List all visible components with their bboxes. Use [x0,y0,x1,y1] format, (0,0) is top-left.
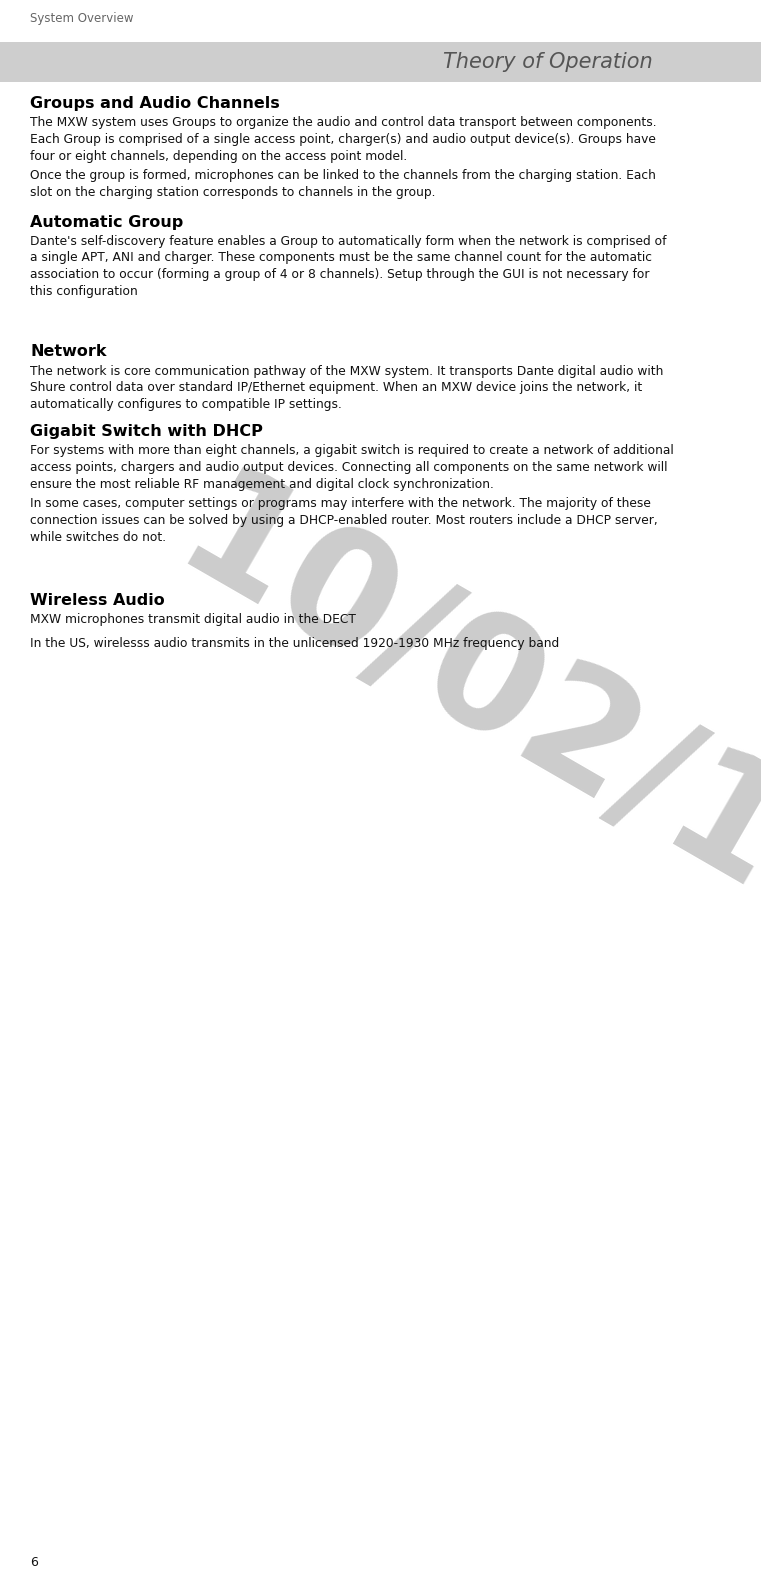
Bar [0,41,761,83]
Text: MXW microphones transmit digital audio in the DECT: MXW microphones transmit digital audio i… [30,613,356,625]
Text: In the US, wirelesss audio transmits in the unlicensed 1920-1930 MHz frequency b: In the US, wirelesss audio transmits in … [30,638,559,651]
Text: In some cases, computer settings or programs may interfere with the network. The: In some cases, computer settings or prog… [30,497,658,544]
Text: Once the group is formed, microphones can be linked to the channels from the cha: Once the group is formed, microphones ca… [30,170,656,200]
Text: Network: Network [30,344,107,360]
Text: For systems with more than eight channels, a gigabit switch is required to creat: For systems with more than eight channel… [30,444,673,490]
Text: Dante's self-discovery feature enables a Group to automatically form when the ne: Dante's self-discovery feature enables a… [30,235,667,298]
Text: 10/02/12: 10/02/12 [152,457,761,982]
Text: Theory of Operation: Theory of Operation [443,52,653,71]
Text: Groups and Audio Channels: Groups and Audio Channels [30,95,280,111]
Text: 6: 6 [30,1555,38,1570]
Text: Gigabit Switch with DHCP: Gigabit Switch with DHCP [30,424,263,440]
Text: Automatic Group: Automatic Group [30,214,183,230]
Text: Wireless Audio: Wireless Audio [30,594,164,608]
Text: The MXW system uses Groups to organize the audio and control data transport betw: The MXW system uses Groups to organize t… [30,116,657,162]
Text: System Overview: System Overview [30,13,133,25]
Text: The network is core communication pathway of the MXW system. It transports Dante: The network is core communication pathwa… [30,365,664,411]
